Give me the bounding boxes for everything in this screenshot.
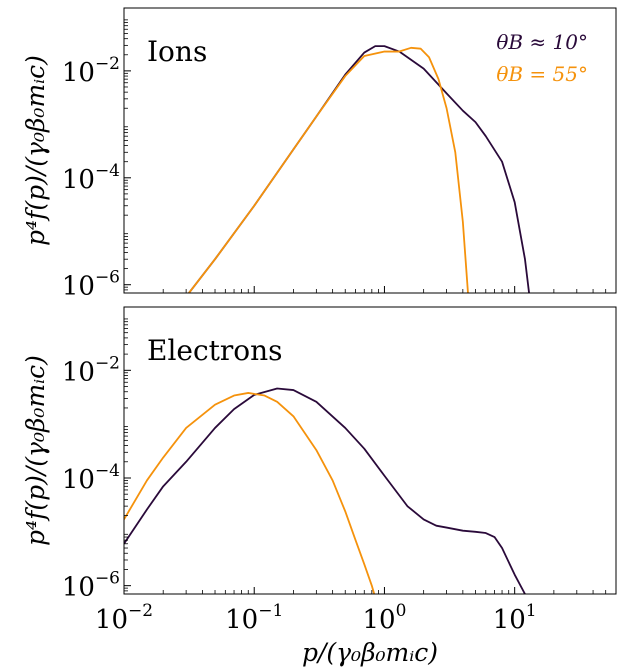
x-tick-label-exp: 1: [526, 601, 537, 621]
y-tick-label-exp: −4: [95, 161, 120, 181]
x-tick-label: 101: [493, 601, 537, 635]
y-tick-label-exp: −6: [95, 268, 120, 288]
x-tick-label-base: 10: [493, 605, 526, 635]
x-tick-label-exp: −1: [258, 601, 283, 621]
y-tick-label-base: 10: [62, 165, 95, 195]
y-tick-label-exp: −4: [95, 461, 120, 481]
series-group: [187, 45, 530, 293]
x-tick-label-exp: −2: [128, 601, 153, 621]
y-tick-label: 10−6: [62, 268, 120, 302]
y-tick-label: 10−4: [62, 461, 120, 495]
series-line-theta-55: [187, 46, 469, 293]
series-group: [124, 387, 527, 594]
y-tick-label-base: 10: [62, 573, 95, 603]
panel-label: Ions: [147, 35, 207, 68]
y-axis-label: p⁴f(p)/(γ₀β₀mᵢc): [21, 55, 50, 246]
y-tick-label: 10−6: [62, 569, 120, 603]
legend-entry-theta-55: θB = 55°: [496, 62, 588, 86]
x-axis-label: p/(γ₀β₀mᵢc): [302, 638, 438, 667]
y-tick-label-exp: −2: [95, 54, 120, 74]
y-tick-label: 10−2: [62, 353, 120, 387]
series-line-theta-55: [124, 392, 376, 594]
y-tick-label-base: 10: [62, 58, 95, 88]
panel-label: Electrons: [147, 334, 283, 367]
y-tick-label-base: 10: [62, 272, 95, 302]
y-tick-label-exp: −6: [95, 569, 120, 589]
x-tick-label-base: 10: [95, 605, 128, 635]
y-tick-label-base: 10: [62, 465, 95, 495]
series-line-theta-10: [124, 387, 527, 594]
legend-entry-theta-10: θB ≈ 10°: [496, 30, 588, 54]
series-line-theta-10: [187, 45, 530, 293]
plot-frame: [123, 7, 617, 294]
x-tick-label-base: 10: [225, 605, 258, 635]
y-tick-label-exp: −2: [95, 353, 120, 373]
y-tick-label-base: 10: [62, 357, 95, 387]
plot-frame: [123, 306, 617, 595]
x-tick-label-exp: 0: [396, 601, 407, 621]
x-tick-label: 10−2: [95, 601, 153, 635]
panel-electrons: 10−210−410−610−2 10−1 100 101Electronsp⁴f(p…: [21, 306, 617, 667]
y-tick-label: 10−4: [62, 161, 120, 195]
y-tick-label: 10−2: [62, 54, 120, 88]
x-tick-label: 10−1: [225, 601, 283, 635]
x-tick-label: 100: [362, 601, 406, 635]
x-tick-label-base: 10: [362, 605, 395, 635]
y-axis-label: p⁴f(p)/(γ₀β₀mᵢc): [21, 355, 50, 546]
